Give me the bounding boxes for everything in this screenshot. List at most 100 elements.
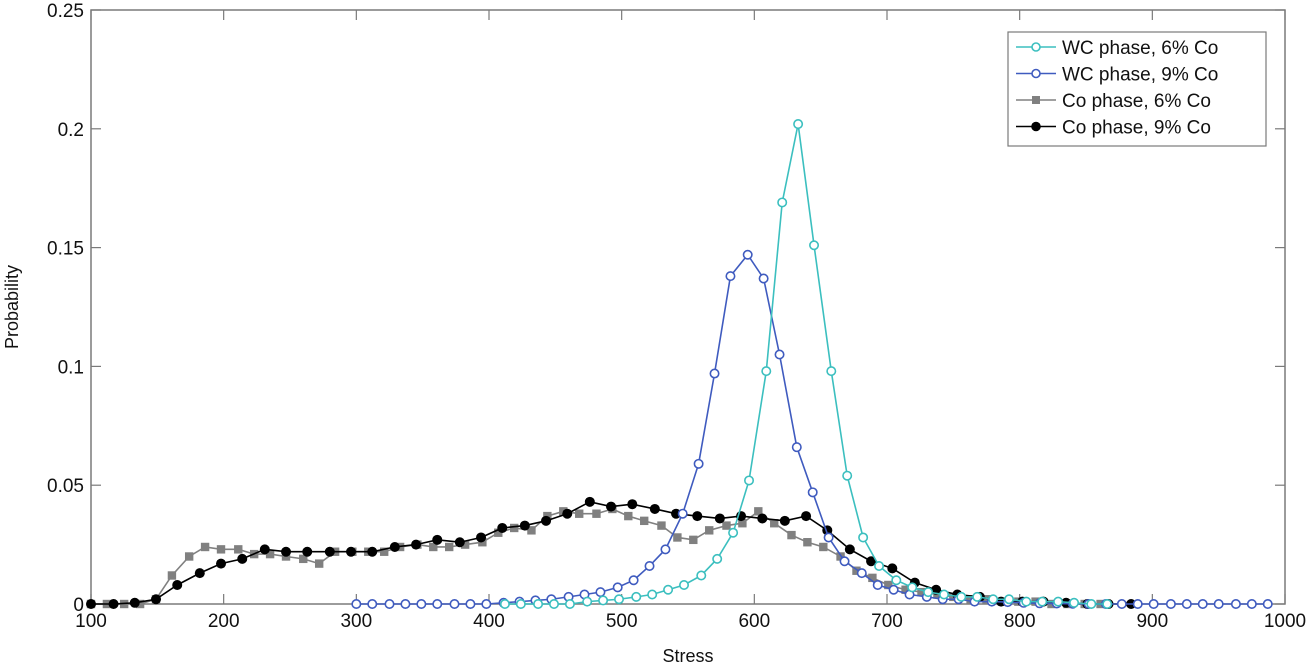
marker-filled-square: [184, 552, 194, 561]
y-axis-label: Probability: [2, 265, 22, 349]
marker-filled-circle: [562, 508, 573, 519]
marker-open-circle: [598, 595, 609, 606]
marker-open-circle: [515, 598, 526, 609]
marker-filled-square: [265, 549, 275, 559]
marker-filled-square: [705, 526, 714, 535]
marker-open-circle: [809, 240, 820, 251]
marker-open-circle: [872, 579, 883, 590]
marker-open-circle: [614, 594, 625, 605]
marker-filled-circle: [194, 568, 205, 579]
marker-open-circle: [725, 271, 736, 282]
marker-open-circle: [923, 587, 934, 598]
marker-filled-square: [527, 526, 536, 535]
marker-open-circle: [679, 579, 690, 590]
series-line: [504, 123, 1108, 605]
marker-open-circle: [533, 598, 544, 609]
marker-open-circle: [660, 544, 671, 555]
marker-open-circle: [823, 532, 834, 543]
marker-open-circle: [744, 475, 755, 486]
marker-open-circle: [839, 556, 850, 567]
marker-filled-square: [167, 571, 177, 580]
marker-filled-square: [673, 533, 682, 542]
marker-filled-circle: [541, 515, 552, 526]
marker-open-circle: [777, 197, 788, 208]
marker-filled-square: [592, 509, 601, 518]
marker-open-circle: [793, 119, 804, 130]
legend-label: Co phase, 9% Co: [1062, 118, 1211, 139]
marker-open-circle: [384, 598, 395, 609]
marker-filled-square: [819, 542, 828, 552]
marker-filled-square: [689, 535, 698, 545]
legend-item: Co phase, 6% Co: [1016, 91, 1211, 112]
marker-open-circle: [758, 273, 769, 284]
marker-open-circle: [1053, 596, 1064, 607]
marker-filled-square: [901, 585, 910, 594]
series-layer: [86, 119, 1273, 609]
marker-open-circle: [1086, 598, 1097, 609]
marker-filled-square: [575, 509, 584, 518]
marker-open-circle: [1102, 598, 1113, 609]
marker-filled-circle: [151, 594, 162, 605]
marker-open-circle: [1197, 598, 1208, 609]
marker-open-circle: [891, 575, 902, 586]
marker-filled-circle: [454, 537, 465, 548]
marker-open-circle: [1132, 598, 1143, 609]
marker-open-circle: [628, 575, 639, 586]
marker-open-circle: [874, 560, 885, 571]
marker-filled-square: [868, 573, 877, 583]
marker-open-circle: [1116, 598, 1127, 609]
marker-filled-square: [379, 547, 389, 556]
marker-open-circle: [1004, 594, 1015, 605]
axes-frame: [90, 9, 1286, 605]
marker-open-circle: [564, 598, 575, 609]
marker-open-circle: [582, 596, 593, 607]
marker-filled-square: [917, 587, 926, 597]
y-tick-label: 0.05: [47, 476, 84, 497]
marker-open-circle: [939, 589, 950, 600]
marker-filled-square: [510, 523, 519, 533]
marker-open-circle: [677, 508, 688, 519]
marker-filled-square: [216, 545, 226, 554]
x-tick-label: 500: [606, 611, 638, 632]
marker-open-circle: [499, 598, 510, 609]
marker-filled-square: [624, 511, 633, 521]
marker-filled-square: [982, 595, 991, 604]
y-tick-label: 0.25: [47, 1, 84, 22]
marker-filled-square: [738, 519, 747, 528]
marker-open-circle: [712, 553, 723, 564]
marker-open-circle: [432, 598, 443, 609]
marker-open-circle: [988, 594, 999, 605]
marker-open-circle: [826, 366, 837, 377]
y-tick-label: 0: [73, 595, 84, 616]
legend-label: Co phase, 6% Co: [1062, 91, 1211, 112]
marker-filled-circle: [367, 546, 378, 557]
marker-open-circle: [631, 591, 642, 602]
marker-filled-circle: [324, 546, 335, 557]
x-tick-label: 800: [1004, 611, 1036, 632]
marker-open-circle: [416, 598, 427, 609]
marker-filled-circle: [129, 597, 140, 608]
marker-open-circle: [449, 598, 460, 609]
marker-filled-circle: [519, 520, 530, 531]
marker-open-circle: [549, 598, 560, 609]
marker-filled-circle: [1031, 121, 1041, 132]
marker-filled-square: [640, 516, 649, 526]
marker-open-circle: [842, 470, 853, 481]
marker-filled-circle: [606, 501, 617, 512]
axes: 100 200 300 400 500 600 700 800 900 1000 0 0.05 0.1 0…: [47, 1, 1306, 632]
marker-open-circle: [663, 584, 674, 595]
legend-item: Co phase, 9% Co: [1016, 118, 1211, 139]
marker-open-circle: [1262, 598, 1273, 609]
marker-filled-square: [234, 545, 243, 554]
marker-filled-circle: [346, 546, 357, 557]
marker-open-circle: [647, 589, 658, 600]
marker-filled-square: [135, 599, 145, 609]
marker-filled-circle: [779, 515, 790, 526]
marker-open-circle: [742, 249, 753, 260]
marker-open-circle: [595, 587, 606, 598]
marker-filled-circle: [844, 544, 855, 555]
marker-open-circle: [728, 527, 739, 538]
marker-open-circle: [644, 560, 655, 571]
marker-filled-circle: [86, 599, 96, 609]
marker-open-circle: [972, 591, 983, 602]
